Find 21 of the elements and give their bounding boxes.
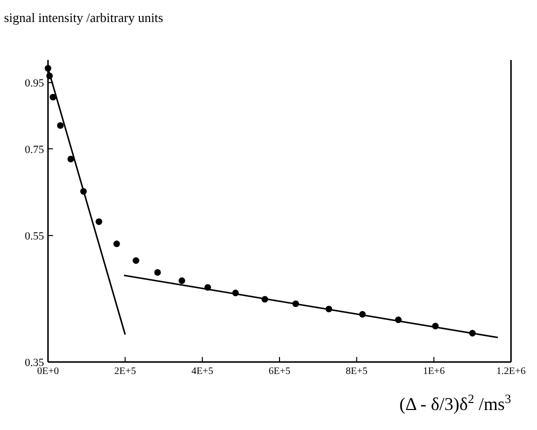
x-axis-title: (Δ - δ/3)δ$^{2}$ /ms$^{3}$ <box>399 392 511 414</box>
x-tick-label: 1.2E+6 <box>496 366 526 377</box>
point <box>50 94 56 100</box>
point <box>178 277 186 284</box>
point <box>113 240 120 248</box>
x-tick-label: 8E+5 <box>346 366 368 377</box>
x-tick-label: 1E+6 <box>422 366 445 377</box>
point <box>57 122 64 129</box>
x-tick-label: 2E+5 <box>114 366 136 377</box>
y-tick-label: 0.55 <box>24 230 44 243</box>
y-tick-label: 0.75 <box>24 144 44 156</box>
x-tick-label: 4E+5 <box>191 366 214 377</box>
point <box>154 269 161 276</box>
x-tick-label: 6E+5 <box>268 366 290 377</box>
x-tick-label: 0E+0 <box>37 366 59 377</box>
y-tick-label: 0.35 <box>24 357 44 369</box>
y-tick-label: 0.95 <box>24 78 44 90</box>
point <box>132 257 140 264</box>
y-axis-title: signal intensity /arbitrary units <box>4 10 164 25</box>
point <box>67 156 74 162</box>
point <box>96 218 102 225</box>
